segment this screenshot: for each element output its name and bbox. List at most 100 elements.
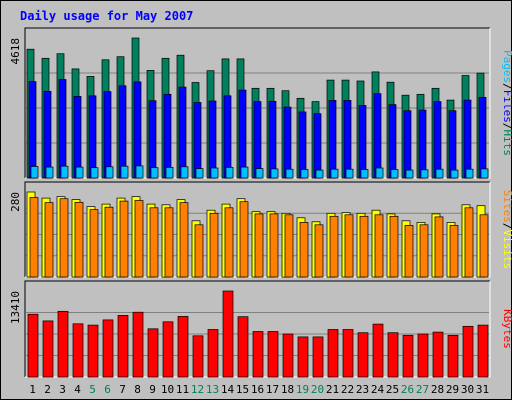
legend-visits_sites: Sites/Visits <box>501 190 512 270</box>
bar-kbytes-day-30 <box>462 325 474 378</box>
bar-pages-day-30 <box>465 168 474 179</box>
bar-pages-day-14 <box>225 167 234 179</box>
bar-sites-day-8 <box>134 200 144 278</box>
bar-files-day-5 <box>88 95 97 179</box>
panel-kbytes-shadow <box>24 280 490 377</box>
day-label-9: 9 <box>149 383 156 396</box>
legend-entry: Visits <box>501 230 512 270</box>
bar-kbytes-day-28 <box>432 331 444 378</box>
bar-pages-day-9 <box>150 167 159 179</box>
day-label-21: 21 <box>326 383 339 396</box>
bar-pages-day-23 <box>360 169 369 179</box>
max-label-kbytes: 13410 <box>9 291 22 324</box>
day-label-4: 4 <box>74 383 81 396</box>
day-label-8: 8 <box>134 383 141 396</box>
bar-files-day-24 <box>373 93 382 179</box>
bar-kbytes-day-16 <box>252 331 264 378</box>
day-label-2: 2 <box>44 383 51 396</box>
bar-kbytes-day-6 <box>102 319 114 378</box>
bar-files-day-28 <box>433 101 442 179</box>
bar-sites-day-5 <box>89 209 99 278</box>
bar-sites-day-15 <box>239 201 249 278</box>
bar-pages-day-20 <box>315 169 324 179</box>
bar-pages-day-2 <box>45 166 54 179</box>
bar-files-day-12 <box>193 102 202 179</box>
bar-kbytes-day-25 <box>387 332 399 378</box>
bar-pages-day-4 <box>75 166 84 179</box>
day-label-29: 29 <box>446 383 459 396</box>
day-label-24: 24 <box>371 383 385 396</box>
bar-sites-day-31 <box>479 214 489 278</box>
bar-files-day-2 <box>43 90 52 179</box>
day-label-14: 14 <box>221 383 235 396</box>
legend-entry: Pages <box>501 50 512 83</box>
legend-entry: KBytes <box>501 309 512 349</box>
day-label-30: 30 <box>461 383 474 396</box>
bar-sites-day-19 <box>299 222 309 278</box>
bar-sites-day-26 <box>404 225 414 278</box>
bar-sites-day-9 <box>149 207 159 278</box>
bar-files-day-9 <box>148 100 157 179</box>
bar-sites-day-22 <box>344 214 354 278</box>
bar-pages-day-18 <box>285 168 294 179</box>
day-label-15: 15 <box>236 383 249 396</box>
bar-kbytes-day-7 <box>117 315 129 378</box>
bar-files-day-6 <box>103 91 112 179</box>
bar-pages-day-8 <box>135 165 144 179</box>
bar-kbytes-day-9 <box>147 328 159 378</box>
legend-hits_files_pages: Pages/Files/Hits <box>501 50 512 156</box>
bar-pages-day-29 <box>450 169 459 179</box>
bar-files-day-10 <box>163 93 172 179</box>
bar-pages-day-16 <box>255 168 264 179</box>
day-label-26: 26 <box>401 383 414 396</box>
day-label-31: 31 <box>476 383 489 396</box>
bar-kbytes-day-31 <box>477 324 489 378</box>
bar-files-day-18 <box>283 106 292 179</box>
bar-kbytes-day-21 <box>327 329 339 378</box>
bar-sites-day-24 <box>374 214 384 278</box>
bar-files-day-14 <box>223 95 232 179</box>
day-label-18: 18 <box>281 383 294 396</box>
bar-files-day-27 <box>418 109 427 179</box>
bar-sites-day-1 <box>29 197 39 278</box>
bar-sites-day-3 <box>59 198 69 278</box>
bar-kbytes-day-1 <box>27 313 39 378</box>
bar-sites-day-2 <box>44 202 54 278</box>
bar-files-day-31 <box>478 97 487 179</box>
bar-files-day-11 <box>178 86 187 179</box>
bar-files-day-8 <box>133 81 142 179</box>
bar-pages-day-28 <box>435 168 444 179</box>
day-label-20: 20 <box>311 383 324 396</box>
bar-kbytes-day-10 <box>162 321 174 378</box>
bar-files-day-22 <box>343 100 352 179</box>
bar-sites-day-10 <box>164 207 174 278</box>
panel-hits_files_pages-shadow <box>24 27 490 178</box>
bar-kbytes-day-27 <box>417 333 429 378</box>
chart-title: Daily usage for May 2007 <box>20 9 193 23</box>
bar-pages-day-1 <box>30 166 39 179</box>
day-label-22: 22 <box>341 383 354 396</box>
bar-pages-day-24 <box>375 167 384 179</box>
bar-kbytes-day-14 <box>222 290 234 378</box>
bar-files-day-17 <box>268 100 277 179</box>
bar-pages-day-10 <box>165 167 174 179</box>
bar-pages-day-31 <box>480 168 489 179</box>
bar-sites-day-4 <box>74 201 84 278</box>
legend-entry: Hits <box>501 130 512 157</box>
bar-files-day-30 <box>463 99 472 179</box>
bar-pages-day-12 <box>195 168 204 179</box>
bar-kbytes-day-5 <box>87 324 99 378</box>
day-label-16: 16 <box>251 383 264 396</box>
bar-pages-day-22 <box>345 168 354 179</box>
bar-pages-day-3 <box>60 165 69 179</box>
day-label-19: 19 <box>296 383 309 396</box>
bar-pages-day-17 <box>270 168 279 179</box>
legend-entry: / <box>501 123 512 130</box>
legend-kbytes: KBytes <box>501 309 512 349</box>
panel-visits_sites-shadow <box>24 181 490 277</box>
bar-kbytes-day-29 <box>447 334 459 378</box>
bar-files-day-16 <box>253 101 262 179</box>
day-label-13: 13 <box>206 383 219 396</box>
bar-files-day-4 <box>73 96 82 179</box>
